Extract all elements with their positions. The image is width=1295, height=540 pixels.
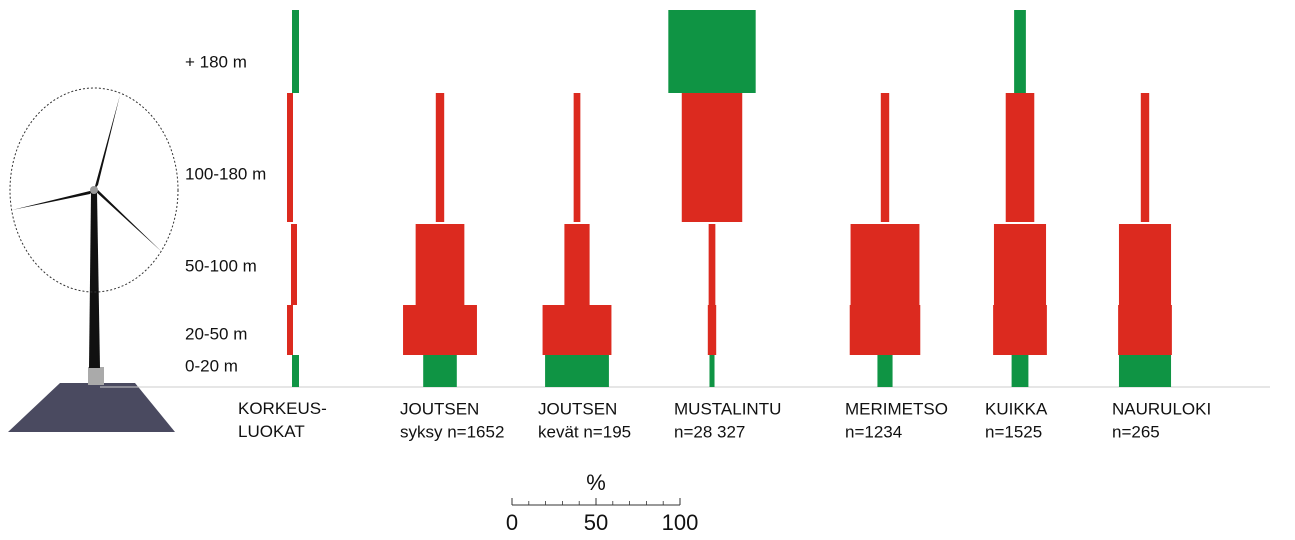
bar	[1011, 355, 1029, 387]
series-name: NAURULOKI	[1112, 399, 1211, 418]
bar	[423, 355, 457, 387]
series-name: JOUTSEN	[400, 399, 479, 418]
axis-label: KORKEUS-LUOKAT	[238, 399, 327, 441]
series-sample: kevät n=195	[538, 422, 631, 441]
bar	[435, 93, 445, 222]
bar	[877, 355, 893, 387]
bar	[993, 224, 1047, 305]
series-sample: n=1234	[845, 422, 902, 441]
bar	[545, 355, 609, 387]
bar	[573, 93, 581, 222]
scale-label: %	[586, 470, 606, 495]
scale-tick-label: 0	[506, 510, 518, 535]
bar	[850, 224, 920, 305]
bar	[1140, 93, 1150, 222]
bar	[1118, 224, 1172, 305]
bar	[709, 355, 715, 387]
series-name: MERIMETSO	[845, 399, 948, 418]
scale-tick-label: 50	[584, 510, 608, 535]
bar	[1005, 93, 1035, 222]
bar	[681, 93, 743, 222]
category-label: 20-50 m	[185, 324, 247, 343]
bar	[880, 93, 890, 222]
bar	[668, 10, 756, 93]
bar	[415, 224, 465, 305]
category-label: 0-20 m	[185, 356, 238, 375]
series-sample: n=265	[1112, 422, 1160, 441]
bar	[542, 305, 612, 355]
bar	[1014, 10, 1026, 93]
category-label: 100-180 m	[185, 164, 266, 183]
series-sample: n=1525	[985, 422, 1042, 441]
scale-tick-label: 100	[662, 510, 699, 535]
series-sample: syksy n=1652	[400, 422, 504, 441]
series-name: JOUTSEN	[538, 399, 617, 418]
bar	[707, 305, 717, 355]
class-reference	[287, 10, 299, 387]
bar	[849, 305, 921, 355]
bar	[1118, 305, 1172, 355]
bar	[993, 305, 1047, 355]
wind-turbine	[8, 87, 179, 432]
bar	[564, 224, 590, 305]
bar	[708, 224, 716, 305]
bar	[403, 305, 477, 355]
category-label: 50-100 m	[185, 256, 257, 275]
bar	[1118, 355, 1172, 387]
category-label: + 180 m	[185, 52, 247, 71]
series-name: MUSTALINTU	[674, 399, 781, 418]
series-name: KUIKKA	[985, 399, 1048, 418]
series-sample: n=28 327	[674, 422, 745, 441]
